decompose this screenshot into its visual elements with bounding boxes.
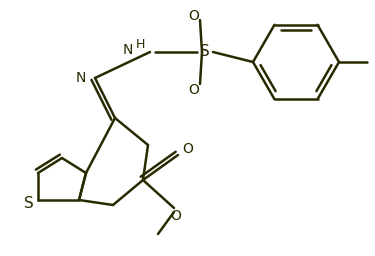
Text: O: O: [183, 142, 194, 156]
Text: O: O: [171, 209, 182, 223]
Text: N: N: [123, 43, 133, 57]
Text: H: H: [135, 37, 145, 50]
Text: O: O: [189, 9, 200, 23]
Text: N: N: [76, 71, 86, 85]
Text: O: O: [189, 83, 200, 97]
Text: S: S: [24, 197, 34, 211]
Text: S: S: [200, 45, 210, 59]
